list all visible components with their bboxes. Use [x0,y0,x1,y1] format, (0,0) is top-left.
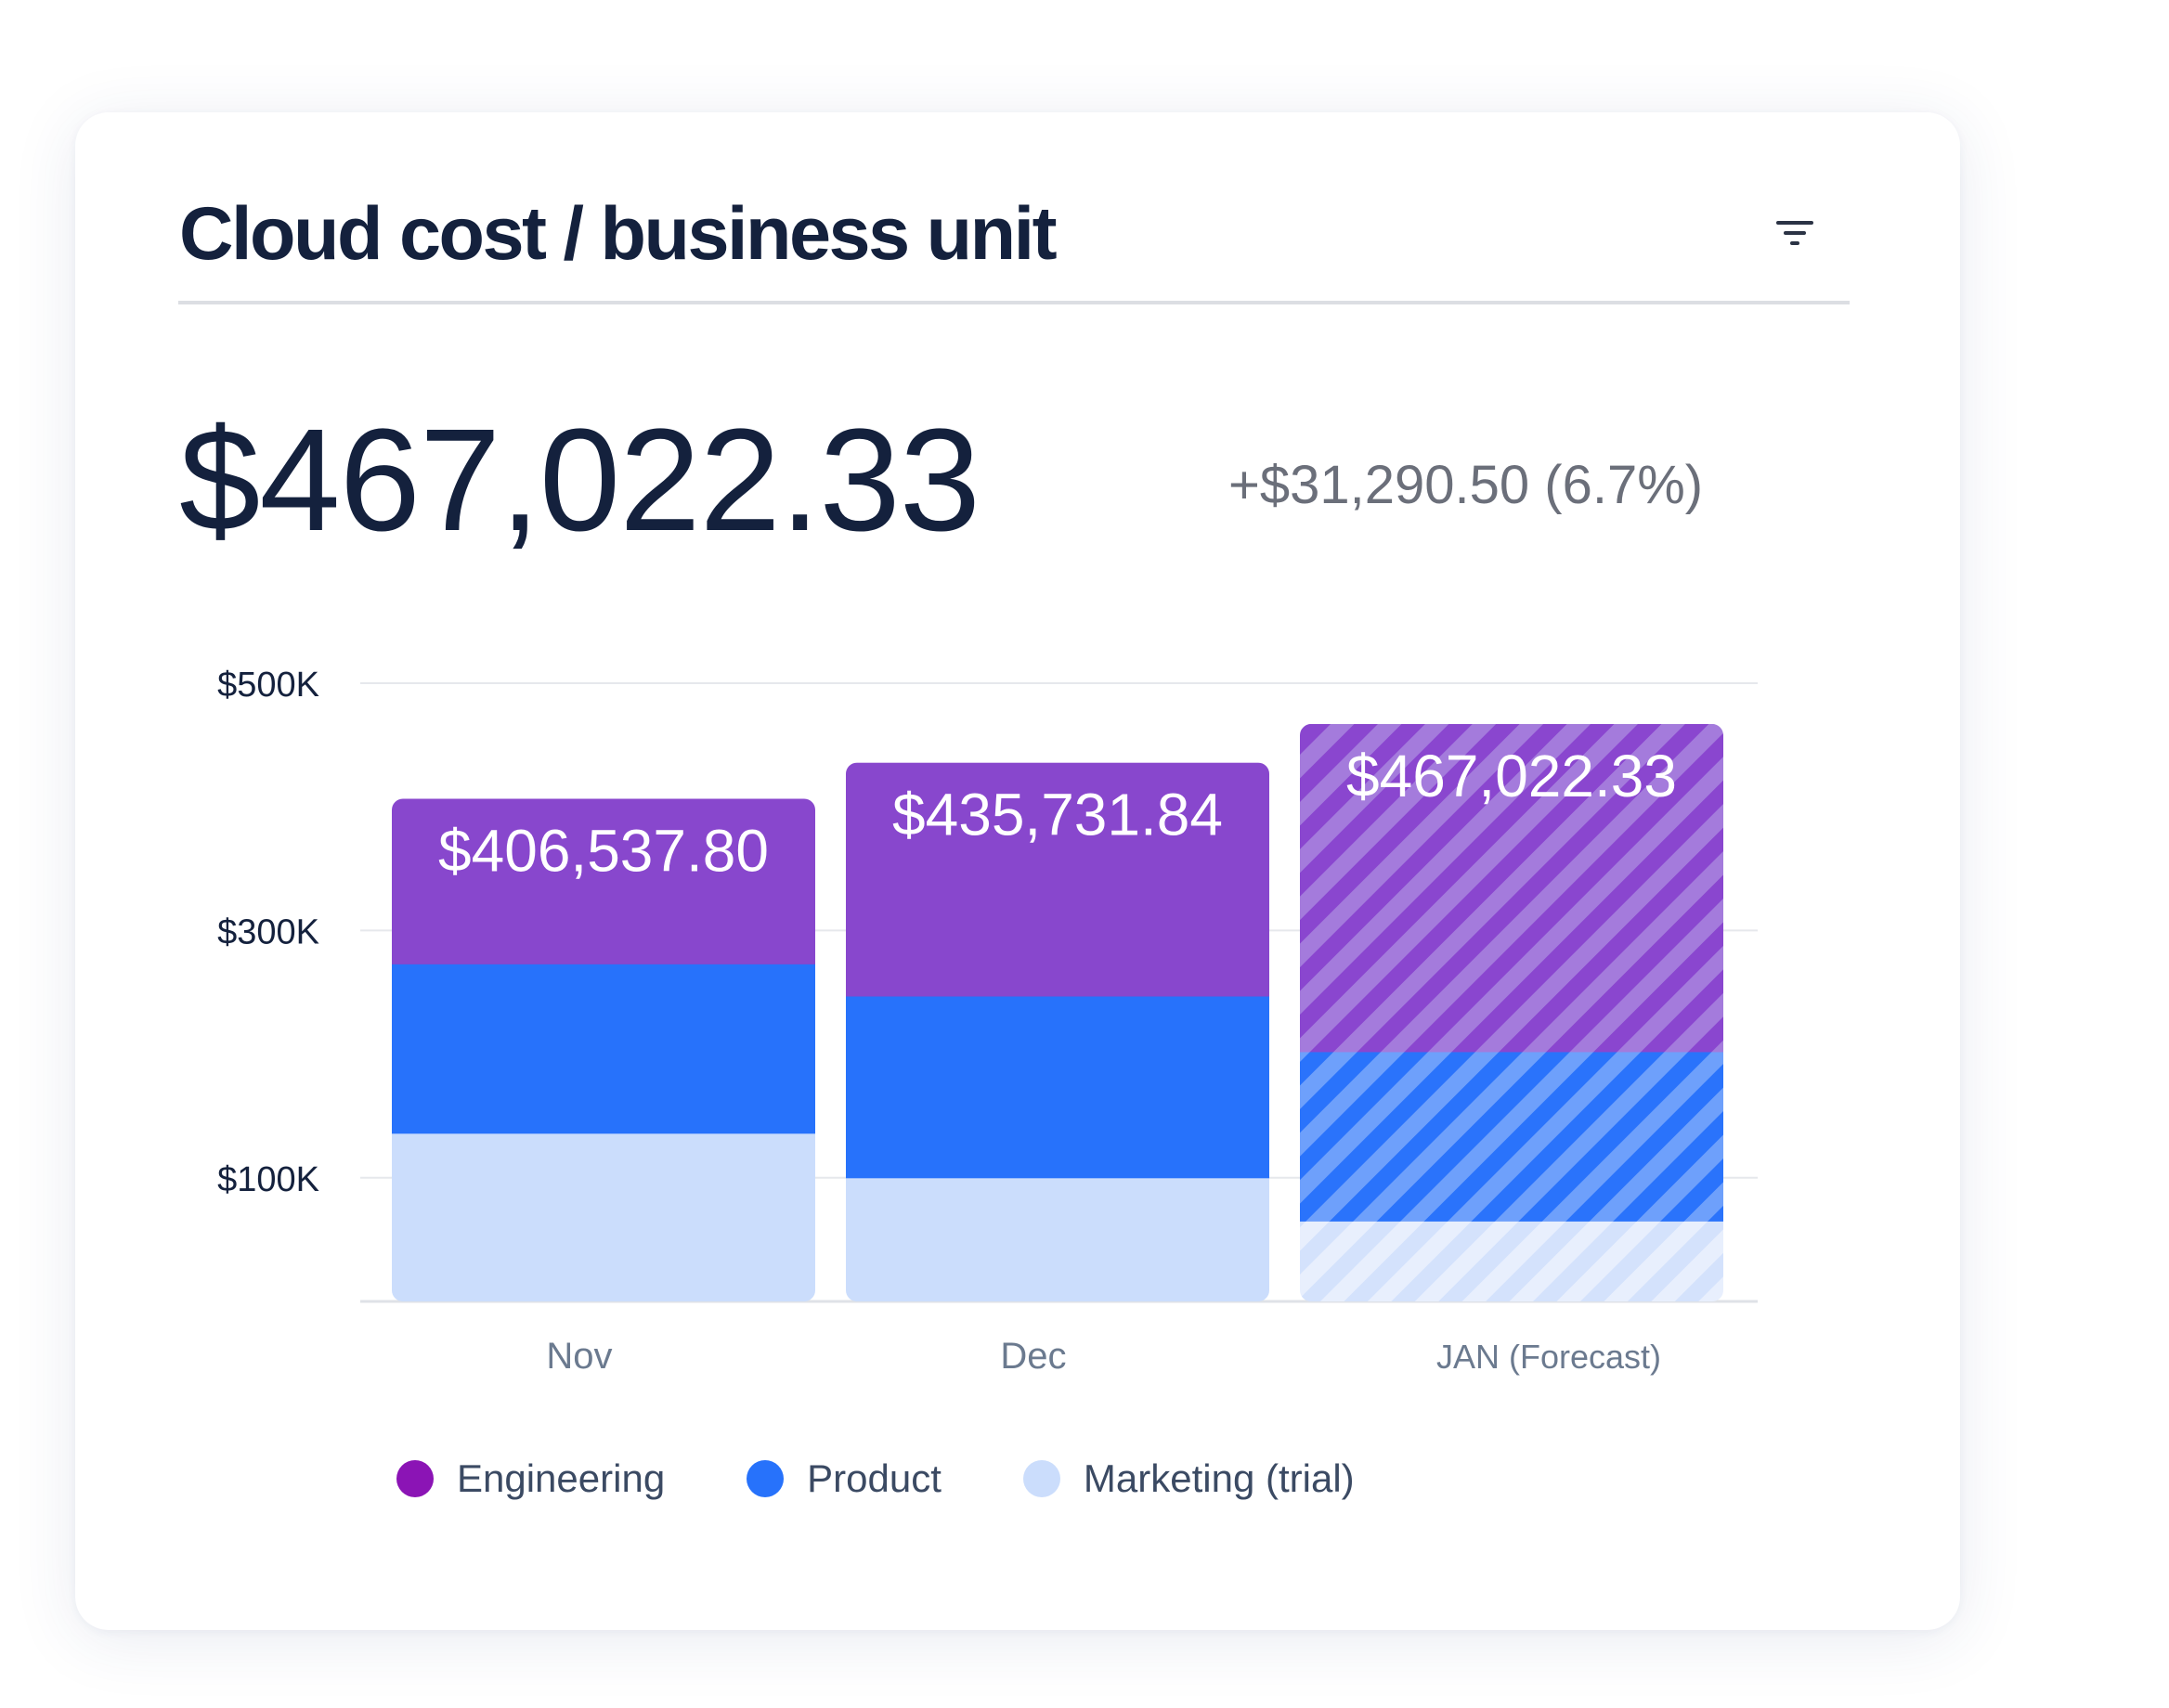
bar-segment-marketing[interactable] [1300,1221,1723,1301]
y-tick-label: $500K [217,666,319,705]
bar-segment-engineering[interactable] [392,798,815,964]
legend-item-marketing[interactable]: Marketing (trial) [1022,1456,1355,1501]
bar-total-label: $467,022.33 [1346,743,1677,809]
legend-item-engineering[interactable]: Engineering [396,1456,665,1501]
bar-segment-product[interactable] [392,964,815,1134]
filter-button[interactable] [1767,205,1823,261]
cost-change-value: +$31,290.50 (6.7%) [1228,455,1704,515]
bar-segment-product[interactable] [1300,1051,1723,1222]
bar-total-label: $435,731.84 [892,782,1223,848]
bar-segment-engineering[interactable] [846,762,1269,997]
total-cost-value: $467,022.33 [179,399,981,562]
bar-group-1[interactable] [846,762,1269,1301]
chart-legend: Engineering Product Marketing (trial) [396,1456,1436,1501]
legend-item-product[interactable]: Product [747,1456,942,1501]
bar-segment-product[interactable] [846,995,1269,1179]
bar-group-2[interactable] [1300,723,1723,1301]
card-title: Cloud cost / business unit [179,192,1058,276]
bar-segment-marketing[interactable] [392,1132,815,1301]
bar-group-0[interactable] [392,798,815,1301]
bar-segment-marketing[interactable] [846,1177,1269,1301]
cloud-cost-card: Cloud cost / business unit $467,022.33 +… [75,112,1960,1630]
legend-dot-marketing [1022,1460,1060,1497]
title-divider [178,301,1850,304]
x-category-label: Nov [546,1336,612,1377]
legend-label-marketing: Marketing (trial) [1083,1456,1355,1500]
bar-segment-engineering[interactable] [1300,723,1723,1053]
filter-icon [1776,221,1813,245]
legend-dot-engineering [396,1460,434,1497]
x-category-label: JAN (Forecast) [1436,1338,1661,1376]
legend-label-product: Product [807,1456,942,1500]
bar-total-label: $406,537.80 [438,817,769,884]
y-tick-label: $300K [217,912,319,951]
cost-bar-chart: $100K $300K $500K $406,537.80 Nov $435,731.84… [217,666,1758,1377]
x-category-label: Dec [1000,1336,1066,1377]
legend-label-engineering: Engineering [457,1456,666,1500]
legend-dot-product [747,1460,785,1497]
y-tick-label: $100K [217,1160,319,1199]
